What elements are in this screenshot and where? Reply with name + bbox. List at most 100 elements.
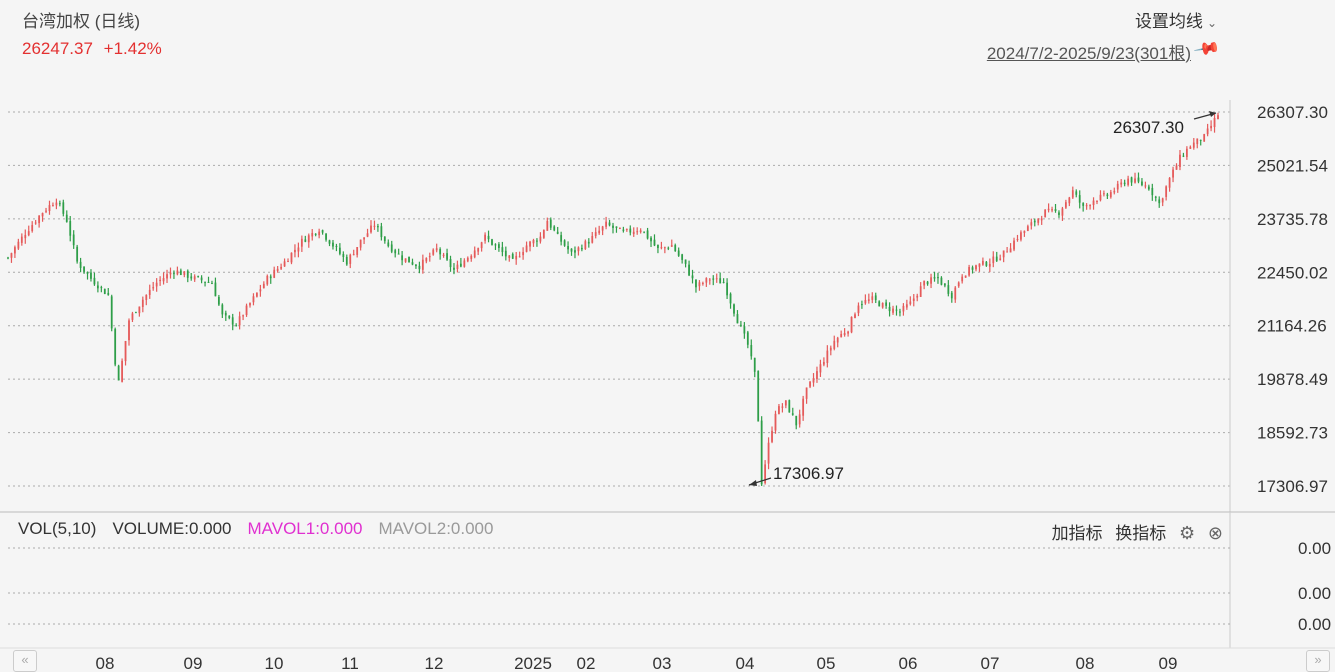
candle	[14, 245, 16, 258]
candle	[795, 415, 798, 430]
close-icon[interactable]: ⊗	[1207, 523, 1223, 543]
candle	[919, 282, 922, 298]
candle	[352, 249, 355, 256]
ma-setting-dropdown[interactable]: 设置均线 ⌄	[1135, 7, 1217, 32]
candle	[342, 251, 345, 263]
candle	[646, 227, 649, 240]
candle	[124, 340, 127, 366]
candle	[546, 217, 549, 231]
candle	[788, 399, 791, 413]
price-tick-label: 21164.26	[1257, 317, 1327, 336]
candle	[45, 207, 47, 214]
candle	[1013, 237, 1015, 252]
candle	[746, 330, 749, 349]
candle	[262, 281, 265, 289]
candle	[957, 281, 960, 288]
candle	[1158, 196, 1161, 208]
candle	[415, 264, 417, 269]
candle	[812, 373, 815, 387]
candle	[1182, 152, 1185, 158]
time-tick-label: 10	[265, 654, 284, 672]
candle	[100, 285, 103, 293]
candle	[103, 288, 106, 295]
candle	[1061, 206, 1064, 221]
candle	[681, 253, 684, 264]
candle	[933, 271, 936, 282]
candle	[1213, 112, 1216, 133]
date-range-link[interactable]: 2024/7/2-2025/9/23(301根)	[986, 44, 1191, 63]
scroll-left-button[interactable]: «	[13, 650, 37, 672]
time-tick-label: 08	[1076, 654, 1095, 672]
candle	[750, 339, 753, 360]
candle	[62, 199, 65, 217]
candle	[784, 400, 787, 409]
candle	[1168, 177, 1171, 192]
candle	[660, 241, 663, 250]
price-tick-label: 26307.30	[1257, 103, 1328, 122]
candle	[757, 370, 760, 422]
candle	[705, 277, 708, 287]
candle	[69, 216, 72, 242]
add-indicator-button[interactable]: 加指标	[1051, 524, 1103, 543]
last-price: 26247.37	[22, 39, 93, 58]
candle	[176, 266, 179, 276]
volume-indicator-bar: VOL(5,10) VOLUME:0.000 MAVOL1:0.000 MAVOL2:…	[18, 519, 509, 539]
candle	[1172, 166, 1174, 183]
time-tick-label: 07	[981, 654, 1000, 672]
chevron-down-icon: ⌄	[1206, 16, 1217, 30]
candle	[148, 284, 151, 299]
candle	[138, 306, 141, 317]
candle	[1206, 123, 1209, 137]
switch-indicator-button[interactable]: 换指标	[1115, 524, 1167, 543]
candle	[556, 226, 559, 235]
candle	[525, 241, 528, 253]
candle	[809, 380, 811, 389]
indicator-controls: 加指标 换指标 ⚙ ⊗	[1044, 519, 1223, 544]
candle	[484, 232, 486, 244]
candle	[107, 288, 110, 296]
price-tick-label: 22450.02	[1257, 263, 1328, 282]
candle	[971, 265, 974, 274]
candle	[650, 236, 652, 248]
candle	[186, 269, 189, 283]
gear-icon[interactable]: ⚙	[1179, 523, 1196, 543]
candle	[743, 322, 746, 339]
candle	[86, 271, 89, 280]
candle	[892, 305, 894, 315]
candle	[791, 407, 794, 416]
candle	[269, 274, 272, 284]
candle	[1064, 199, 1067, 209]
candle	[1189, 145, 1192, 149]
candle	[1037, 218, 1040, 226]
candle	[283, 258, 286, 267]
candle	[532, 238, 535, 247]
candle	[584, 239, 587, 250]
candle	[836, 336, 839, 348]
candle	[712, 275, 715, 286]
volume-value: VOLUME:0.000	[112, 519, 232, 538]
candle	[1051, 206, 1053, 213]
candle	[297, 242, 300, 258]
candle	[401, 251, 404, 266]
candle	[881, 302, 884, 309]
candle	[65, 210, 68, 223]
candle	[740, 320, 742, 328]
candle	[1113, 187, 1116, 195]
candle	[522, 247, 525, 260]
candle	[217, 294, 220, 306]
candle	[131, 311, 134, 323]
candle	[10, 252, 13, 263]
candle	[83, 266, 85, 274]
scroll-right-button[interactable]: »	[1306, 650, 1330, 672]
candle	[96, 281, 99, 293]
candle	[608, 219, 611, 227]
candle	[667, 246, 670, 251]
candle	[937, 272, 939, 284]
candle	[857, 302, 860, 317]
candle	[390, 240, 393, 254]
candle	[114, 327, 117, 367]
candle	[1016, 234, 1019, 242]
candle	[760, 416, 763, 486]
candle	[591, 231, 594, 244]
